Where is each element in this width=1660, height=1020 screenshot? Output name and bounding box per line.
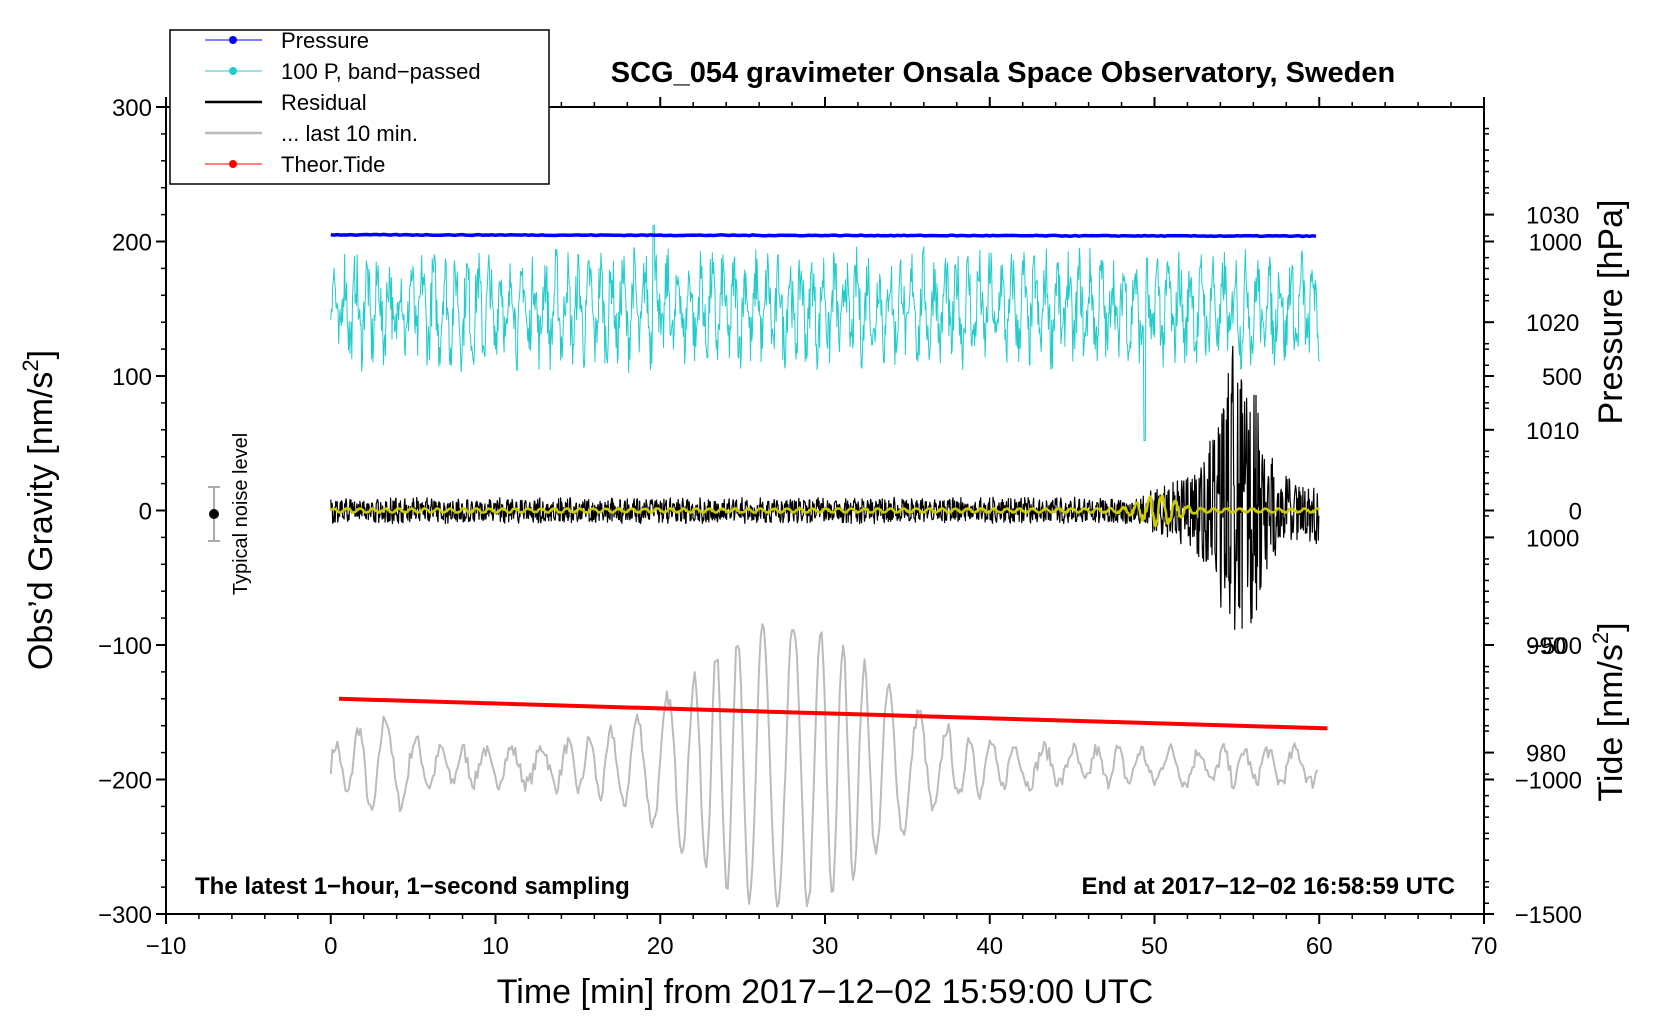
series-layer xyxy=(329,224,1328,908)
noise-indicator: Typical noise level xyxy=(208,433,252,595)
x-tick-label: 20 xyxy=(647,933,674,960)
y-label-tide-end: ] xyxy=(1592,622,1630,631)
x-tick-label: 10 xyxy=(482,933,509,960)
series-filtered-residual xyxy=(329,494,1320,528)
series-last-10-min xyxy=(329,623,1319,908)
x-tick-label: 60 xyxy=(1306,933,1333,960)
y-axis-label-left: Obs’d Gravity [nm/s2] xyxy=(18,350,60,670)
legend-label: Pressure xyxy=(281,28,369,53)
x-tick-label: 50 xyxy=(1141,933,1168,960)
chart-title: SCG_054 gravimeter Onsala Space Observat… xyxy=(611,57,1395,89)
legend-label: Residual xyxy=(281,90,367,115)
y-left-tick-label: 100 xyxy=(112,364,152,391)
y-left-tick-label: −200 xyxy=(98,768,152,795)
y-pressure-tick-label: 980 xyxy=(1526,741,1566,768)
series-theoretical-tide xyxy=(338,696,1328,731)
x-tick-label: 70 xyxy=(1471,933,1498,960)
y-label-left-sup: 2 xyxy=(18,359,43,371)
legend-marker xyxy=(229,160,237,168)
noise-dot xyxy=(209,509,219,519)
y-label-left-end: ] xyxy=(22,350,60,359)
y-left-tick-label: 200 xyxy=(112,230,152,257)
x-tick-label: 30 xyxy=(812,933,839,960)
x-tick-label: 40 xyxy=(976,933,1003,960)
y-label-left-main: Obs’d Gravity [nm/s xyxy=(22,372,60,671)
y-tide-tick-label: −1000 xyxy=(1515,768,1582,795)
y-tide-tick-label: −500 xyxy=(1528,633,1582,660)
legend-box xyxy=(169,29,550,185)
legend: Pressure 100 P, band−passed Residual ... la… xyxy=(169,28,550,185)
annotation-latest-hour: The latest 1−hour, 1−second sampling xyxy=(195,873,630,900)
legend-label: Theor.Tide xyxy=(281,152,385,177)
y-left-tick-label: −100 xyxy=(98,633,152,660)
legend-marker xyxy=(229,67,237,75)
y-left-tick-label: 300 xyxy=(112,95,152,122)
legend-label: ... last 10 min. xyxy=(281,121,418,146)
y-label-tide-sup: 2 xyxy=(1588,632,1613,644)
series-bandpassed-pressure xyxy=(330,224,1320,442)
y-tide-tick-label: 500 xyxy=(1542,364,1582,391)
y-label-tide-main: Tide [nm/s xyxy=(1592,644,1630,801)
y-pressure-tick-label: 1030 xyxy=(1526,203,1579,230)
series-pressure xyxy=(330,232,1317,239)
y-tide-tick-label: 0 xyxy=(1569,499,1582,526)
y-axis-label-tide: Tide [nm/s2] xyxy=(1588,622,1630,801)
x-tick-label: −10 xyxy=(146,933,187,960)
y-axis-label-pressure: Pressure [hPa] xyxy=(1592,200,1630,425)
y-left-tick-label: 0 xyxy=(139,499,152,526)
y-tide-tick-label: −1500 xyxy=(1515,902,1582,929)
annotation-end-time: End at 2017−12−02 16:58:59 UTC xyxy=(1081,873,1455,900)
legend-label: 100 P, band−passed xyxy=(281,59,481,84)
x-axis-label: Time [min] from 2017−12−02 15:59:00 UTC xyxy=(497,973,1153,1011)
noise-label: Typical noise level xyxy=(230,433,252,595)
y-pressure-tick-label: 1020 xyxy=(1526,310,1579,337)
y-tide-tick-label: 1000 xyxy=(1529,230,1582,257)
y-pressure-tick-label: 1010 xyxy=(1526,418,1579,445)
ticks-layer: −10 0 10 20 30 40 50 60 703002001000−100−200−300… xyxy=(98,95,1582,960)
y-pressure-tick-label: 990 xyxy=(1526,633,1566,660)
x-tick-label: 0 xyxy=(324,933,337,960)
series-residual xyxy=(330,345,1320,631)
y-left-tick-label: −300 xyxy=(98,902,152,929)
legend-marker xyxy=(229,36,237,44)
y-pressure-tick-label: 1000 xyxy=(1526,525,1579,552)
